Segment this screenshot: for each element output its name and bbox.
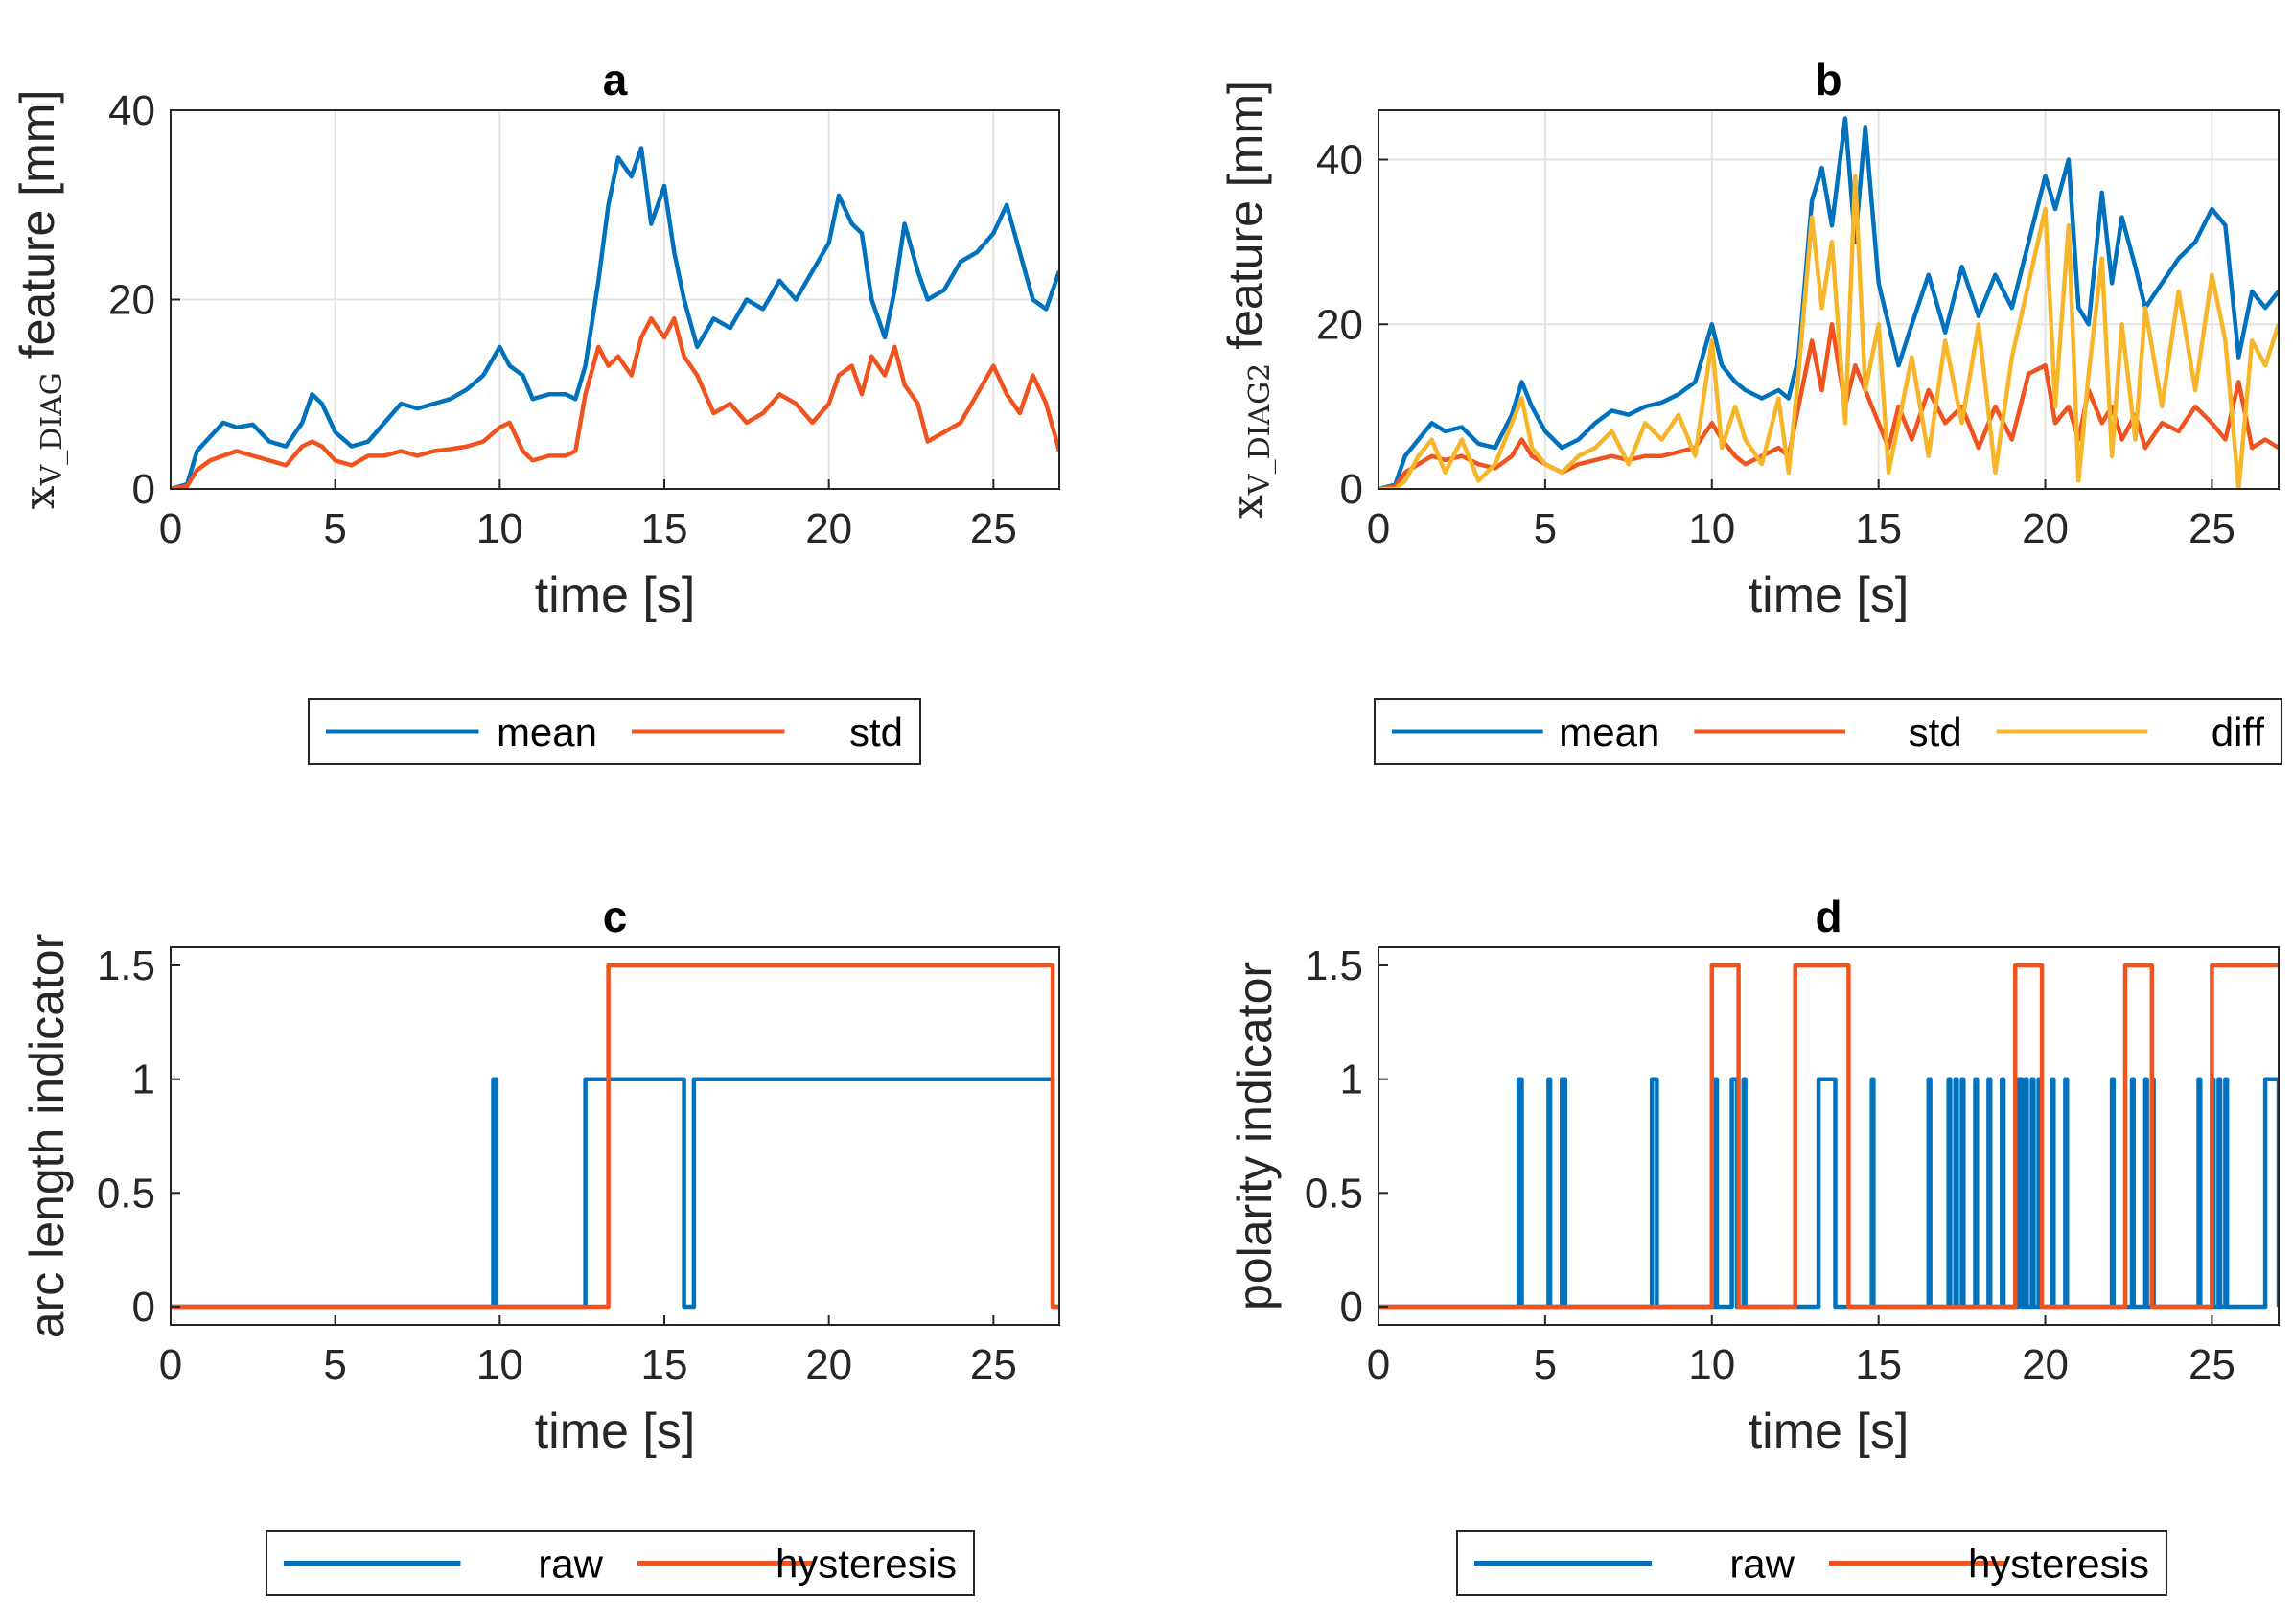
series-line-diff bbox=[1378, 174, 2279, 489]
x-tick-label: 10 bbox=[1688, 1341, 1735, 1388]
x-tick-label: 20 bbox=[805, 505, 852, 552]
y-tick-label: 0 bbox=[1340, 1284, 1363, 1331]
axes-box bbox=[1378, 946, 2280, 1326]
y-tick-label: 20 bbox=[108, 277, 155, 324]
panel-d: 0 5 10 15 20 25 0 0.5 1 1.5 d time [s] polarity indi… bbox=[1228, 892, 2280, 1596]
x-axis-label: time [s] bbox=[535, 568, 696, 623]
y-tick-label: 0.5 bbox=[1305, 1170, 1363, 1217]
y-label-text: feature [mm] bbox=[11, 90, 64, 360]
legend-label-raw: raw bbox=[538, 1542, 603, 1587]
legend-label-hysteresis: hysteresis bbox=[1968, 1542, 2149, 1587]
x-tick-label: 5 bbox=[1534, 505, 1557, 552]
x-tick-label: 20 bbox=[2022, 505, 2069, 552]
y-tick-label: 40 bbox=[1316, 137, 1363, 184]
y-tick-label: 20 bbox=[1316, 301, 1363, 348]
panel-b: 0 5 10 15 20 25 0 20 40 b time [s] xV_DIAG2 feature … bbox=[1218, 55, 2282, 765]
y-tick-label: 40 bbox=[108, 87, 155, 134]
y-label-text: feature [mm] bbox=[1218, 81, 1272, 350]
x-tick-label: 15 bbox=[1855, 505, 1902, 552]
x-tick-label: 5 bbox=[1534, 1341, 1557, 1388]
chart-title: d bbox=[1815, 892, 1841, 941]
axes-box bbox=[1378, 109, 2280, 490]
x-tick-label: 15 bbox=[641, 505, 688, 552]
y-tick-label: 1.5 bbox=[1305, 942, 1363, 989]
legend-label-std: std bbox=[1909, 709, 1962, 754]
series-group bbox=[171, 146, 1059, 489]
y-tick-label: 1 bbox=[132, 1056, 155, 1103]
y-label-subscript: V_DIAG2 bbox=[1243, 363, 1277, 496]
panel-c: 0 5 10 15 20 25 0 0.5 1 1.5 c time [s] arc length in… bbox=[20, 892, 1060, 1596]
legend-label-std: std bbox=[849, 709, 903, 754]
series-line-raw bbox=[1378, 1077, 2279, 1310]
x-tick-label: 10 bbox=[476, 1341, 523, 1388]
y-axis-label: xV_DIAG2 feature [mm] bbox=[1218, 81, 1277, 519]
chart-title: b bbox=[1815, 55, 1841, 104]
y-tick-label: 1 bbox=[1340, 1056, 1363, 1103]
x-tick-label: 20 bbox=[2022, 1341, 2069, 1388]
y-axis-label: xV_DIAG feature [mm] bbox=[11, 90, 69, 510]
x-axis-label: time [s] bbox=[1749, 1404, 1910, 1459]
legend-label-mean: mean bbox=[497, 709, 597, 754]
series-line-std bbox=[1378, 322, 2279, 489]
x-tick-label: 25 bbox=[970, 1341, 1017, 1388]
series-group bbox=[1378, 963, 2279, 1310]
y-axis-label: polarity indicator bbox=[1228, 962, 1282, 1311]
axes-box bbox=[170, 946, 1060, 1326]
x-tick-label: 15 bbox=[1855, 1341, 1902, 1388]
x-tick-label: 25 bbox=[2189, 505, 2235, 552]
panel-a: 0 5 10 15 20 25 0 20 40 a time [s] xV_DIAG feature [… bbox=[11, 55, 1060, 765]
series-line-hysteresis bbox=[1378, 963, 2279, 1310]
series-line-std bbox=[171, 316, 1059, 489]
x-axis-label: time [s] bbox=[535, 1404, 696, 1459]
y-tick-label: 0 bbox=[1340, 466, 1363, 513]
x-tick-label: 10 bbox=[476, 505, 523, 552]
x-tick-label: 10 bbox=[1688, 505, 1735, 552]
chart-title: a bbox=[603, 55, 628, 104]
y-axis-label: arc length indicator bbox=[20, 934, 74, 1338]
x-tick-label: 0 bbox=[159, 1341, 182, 1388]
legend-label-raw: raw bbox=[1729, 1542, 1795, 1587]
y-tick-label: 0.5 bbox=[97, 1170, 155, 1217]
series-group bbox=[171, 963, 1059, 1310]
x-tick-label: 5 bbox=[323, 505, 346, 552]
y-tick-label: 0 bbox=[132, 1284, 155, 1331]
x-tick-label: 20 bbox=[805, 1341, 852, 1388]
x-tick-label: 0 bbox=[1367, 1341, 1390, 1388]
series-line-mean bbox=[1378, 116, 2279, 489]
series-line-hysteresis bbox=[171, 963, 1059, 1310]
x-tick-label: 0 bbox=[159, 505, 182, 552]
y-tick-label: 0 bbox=[132, 466, 155, 513]
y-label-subscript: V_DIAG bbox=[35, 372, 69, 486]
series-line-raw bbox=[171, 1077, 1059, 1310]
legend-label-diff: diff bbox=[2212, 709, 2265, 754]
x-axis-label: time [s] bbox=[1749, 568, 1910, 623]
x-tick-label: 25 bbox=[2189, 1341, 2235, 1388]
x-tick-label: 25 bbox=[970, 505, 1017, 552]
y-tick-label: 1.5 bbox=[97, 942, 155, 989]
x-tick-label: 0 bbox=[1367, 505, 1390, 552]
legend-label-mean: mean bbox=[1559, 709, 1659, 754]
legend-label-hysteresis: hysteresis bbox=[776, 1542, 957, 1587]
y-label-variable: x bbox=[1223, 495, 1272, 519]
x-tick-label: 5 bbox=[323, 1341, 346, 1388]
x-tick-label: 15 bbox=[641, 1341, 688, 1388]
chart-title: c bbox=[603, 892, 628, 941]
series-line-mean bbox=[171, 146, 1059, 489]
y-label-variable: x bbox=[15, 485, 64, 509]
series-group bbox=[1378, 116, 2279, 489]
